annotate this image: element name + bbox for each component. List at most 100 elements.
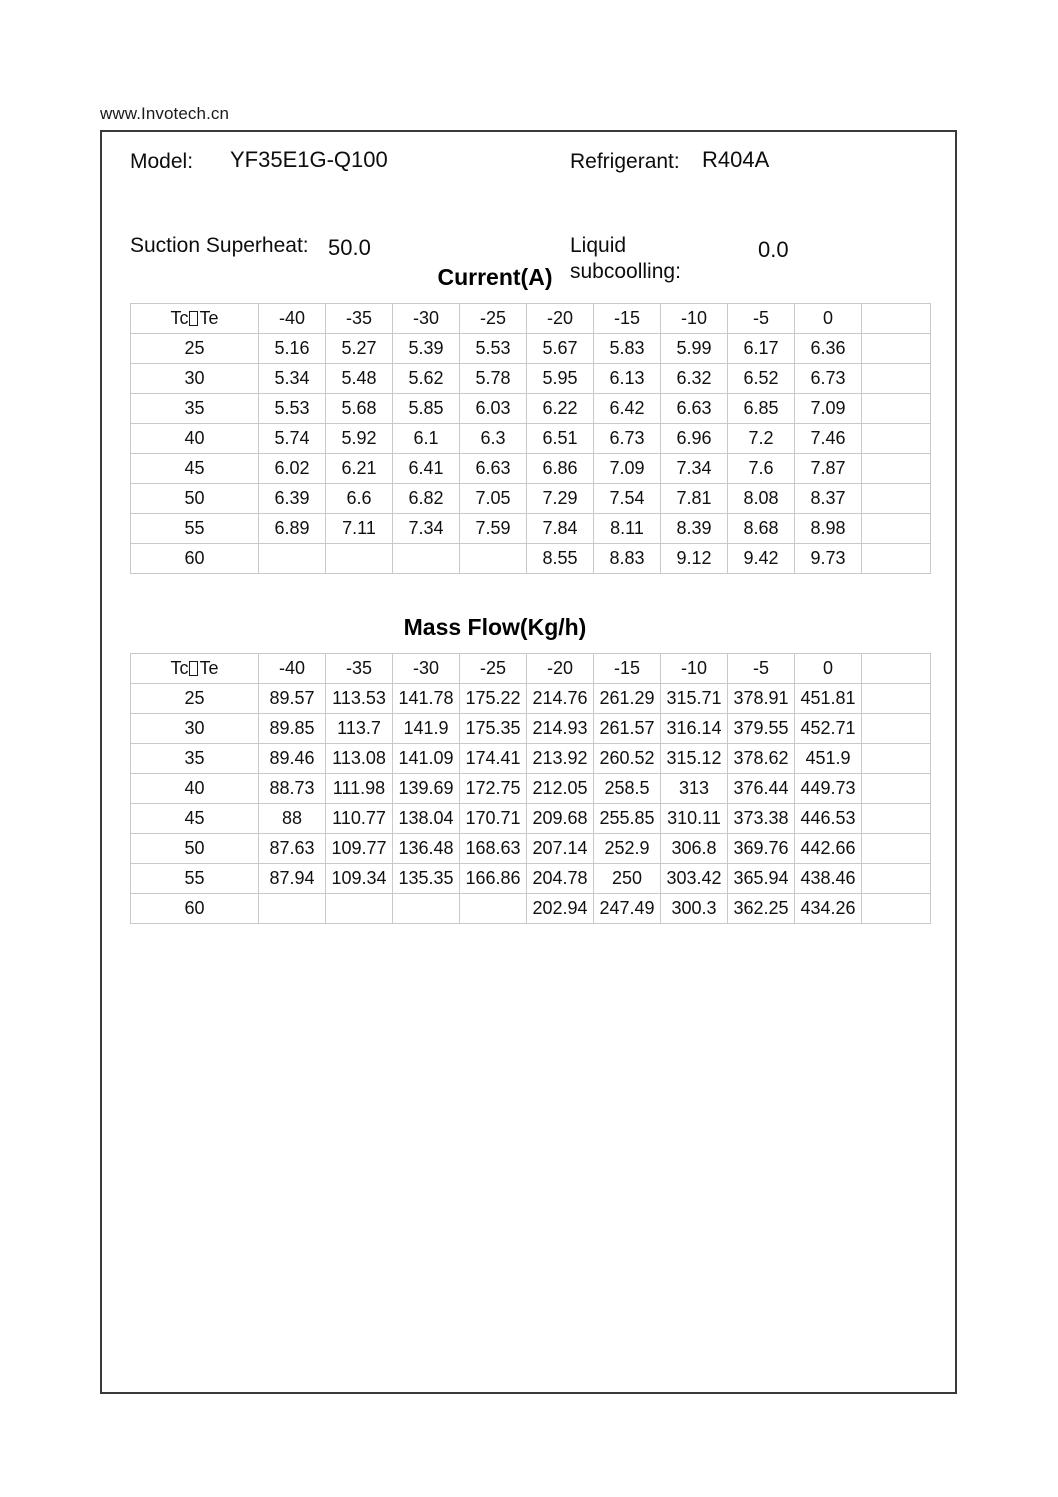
data-cell: 8.83 — [593, 543, 661, 574]
data-cell: 6.32 — [660, 363, 728, 394]
table-row: 55 6.89 7.11 7.34 7.59 7.84 8.11 8.39 8.68 8.98 — [130, 513, 931, 544]
table-row: 45 88 110.77 138.04 170.71 209.68 255.85 310.11… — [130, 803, 931, 834]
data-cell: 109.34 — [325, 863, 393, 894]
data-cell: 378.91 — [727, 683, 795, 714]
data-cell: 7.59 — [459, 513, 527, 544]
data-cell: 113.7 — [325, 713, 393, 744]
massflow-table-title: Mass Flow(Kg/h) — [403, 614, 587, 640]
spec-row-1: Model: YF35E1G-Q100 Refrigerant: R404A — [130, 146, 930, 188]
data-cell: 9.42 — [727, 543, 795, 574]
data-cell: 316.14 — [660, 713, 728, 744]
data-cell: 434.26 — [794, 893, 862, 924]
row-header-cell: 60 — [130, 543, 259, 574]
data-cell: 113.53 — [325, 683, 393, 714]
column-header-cell: -10 — [660, 303, 728, 334]
data-cell: 7.34 — [392, 513, 460, 544]
data-cell: 6.02 — [258, 453, 326, 484]
data-cell: 7.29 — [526, 483, 594, 514]
data-cell-empty — [861, 513, 931, 544]
data-cell-empty — [861, 453, 931, 484]
row-header-cell: 30 — [130, 713, 259, 744]
data-cell: 378.62 — [727, 743, 795, 774]
data-cell: 170.71 — [459, 803, 527, 834]
data-cell: 5.83 — [593, 333, 661, 364]
column-header-cell: -35 — [325, 303, 393, 334]
data-cell: 135.35 — [392, 863, 460, 894]
data-cell: 8.11 — [593, 513, 661, 544]
data-cell: 7.2 — [727, 423, 795, 454]
data-cell: 5.34 — [258, 363, 326, 394]
column-header-spacer — [861, 653, 931, 684]
data-cell: 7.46 — [794, 423, 862, 454]
table-row: 55 87.94 109.34 135.35 166.86 204.78 250 303.42… — [130, 863, 931, 894]
data-cell: 139.69 — [392, 773, 460, 804]
data-cell: 109.77 — [325, 833, 393, 864]
massflow-table-head: Tc Te -40 -35 -30 -25 -20 -15 -10 -5 0 — [130, 653, 931, 684]
data-cell: 6.3 — [459, 423, 527, 454]
data-cell: 87.63 — [258, 833, 326, 864]
data-cell: 449.73 — [794, 773, 862, 804]
data-cell: 6.73 — [593, 423, 661, 454]
missing-glyph-icon — [189, 311, 199, 326]
data-cell: 89.46 — [258, 743, 326, 774]
current-table-title: Current(A) — [437, 264, 553, 290]
table-header-row: Tc Te -40 -35 -30 -25 -20 -15 -10 -5 0 — [130, 653, 931, 684]
table-row: 40 5.74 5.92 6.1 6.3 6.51 6.73 6.96 7.2 7.46 — [130, 423, 931, 454]
data-cell-empty — [325, 893, 393, 924]
data-cell: 7.54 — [593, 483, 661, 514]
data-cell: 138.04 — [392, 803, 460, 834]
data-cell: 7.34 — [660, 453, 728, 484]
data-cell: 5.74 — [258, 423, 326, 454]
data-cell: 6.82 — [392, 483, 460, 514]
data-cell: 261.57 — [593, 713, 661, 744]
column-header-cell: -30 — [392, 653, 460, 684]
data-cell: 442.66 — [794, 833, 862, 864]
data-cell: 5.53 — [459, 333, 527, 364]
data-cell-empty — [325, 543, 393, 574]
data-cell: 6.51 — [526, 423, 594, 454]
row-header-cell: 35 — [130, 393, 259, 424]
data-cell: 6.6 — [325, 483, 393, 514]
data-cell-empty — [861, 333, 931, 364]
data-cell-empty — [861, 833, 931, 864]
data-cell-empty — [459, 543, 527, 574]
data-cell-empty — [392, 893, 460, 924]
data-cell: 214.76 — [526, 683, 594, 714]
data-cell: 89.57 — [258, 683, 326, 714]
data-cell: 8.08 — [727, 483, 795, 514]
column-header-cell: -25 — [459, 653, 527, 684]
data-cell: 6.63 — [459, 453, 527, 484]
data-cell: 5.16 — [258, 333, 326, 364]
data-cell: 207.14 — [526, 833, 594, 864]
massflow-table: Tc Te -40 -35 -30 -25 -20 -15 -10 -5 0 25 89.57 113.… — [130, 653, 931, 924]
data-cell: 8.98 — [794, 513, 862, 544]
data-cell: 261.29 — [593, 683, 661, 714]
column-header-cell: -40 — [258, 303, 326, 334]
data-cell-empty — [258, 543, 326, 574]
data-cell-empty — [392, 543, 460, 574]
row-header-cell: 25 — [130, 683, 259, 714]
spec-header: Model: YF35E1G-Q100 Refrigerant: R404A S… — [130, 146, 930, 283]
column-header-cell: -35 — [325, 653, 393, 684]
table-row: 30 89.85 113.7 141.9 175.35 214.93 261.57 316.1… — [130, 713, 931, 744]
data-cell: 136.48 — [392, 833, 460, 864]
column-header-cell: -40 — [258, 653, 326, 684]
data-cell-empty — [258, 893, 326, 924]
data-cell: 303.42 — [660, 863, 728, 894]
data-cell-empty — [861, 363, 931, 394]
data-cell: 141.78 — [392, 683, 460, 714]
data-cell: 87.94 — [258, 863, 326, 894]
data-cell: 9.73 — [794, 543, 862, 574]
row-header-cell: 45 — [130, 453, 259, 484]
data-cell: 110.77 — [325, 803, 393, 834]
data-cell: 6.73 — [794, 363, 862, 394]
massflow-table-body: 25 89.57 113.53 141.78 175.22 214.76 261.29 315… — [130, 683, 931, 924]
current-table: Tc Te -40 -35 -30 -25 -20 -15 -10 -5 0 25 5.16 5.27 5… — [130, 303, 931, 574]
table-row: 30 5.34 5.48 5.62 5.78 5.95 6.13 6.32 6.52 6.73 — [130, 363, 931, 394]
data-cell: 8.37 — [794, 483, 862, 514]
row-header-cell: 50 — [130, 483, 259, 514]
site-url-text: www.Invotech.cn — [100, 104, 230, 123]
data-cell-empty — [861, 773, 931, 804]
data-cell: 8.68 — [727, 513, 795, 544]
current-table-head: Tc Te -40 -35 -30 -25 -20 -15 -10 -5 0 — [130, 303, 931, 334]
